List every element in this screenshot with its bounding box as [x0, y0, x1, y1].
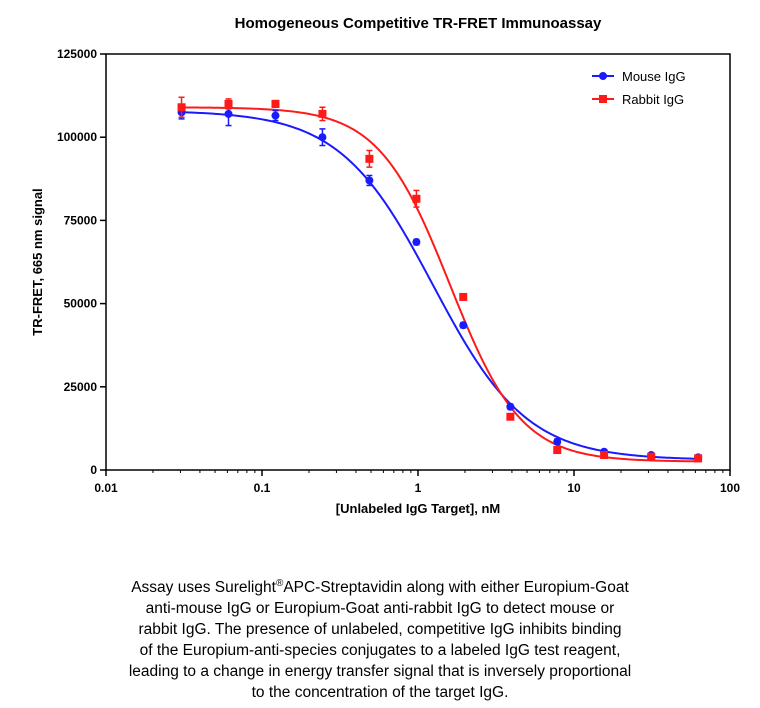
marker-circle	[318, 133, 327, 142]
marker-square	[459, 292, 468, 301]
y-axis-label: TR-FRET, 665 nm signal	[30, 188, 45, 335]
legend-marker-rabbit	[599, 95, 607, 103]
chart-title: Homogeneous Competitive TR-FRET Immunoas…	[235, 15, 602, 32]
data-point-series-1	[600, 451, 609, 460]
marker-square	[318, 109, 327, 118]
marker-circle	[459, 321, 468, 330]
x-tick-label: 10	[567, 481, 581, 495]
data-point-series-1	[412, 189, 421, 208]
data-point-series-1	[271, 99, 280, 108]
marker-square	[412, 194, 421, 203]
x-tick-label: 0.1	[254, 481, 271, 495]
registered-mark: ®	[275, 578, 284, 589]
legend-label-rabbit: Rabbit IgG	[622, 92, 684, 107]
x-tick-label: 100	[720, 481, 740, 495]
data-point-series-1	[647, 452, 656, 461]
marker-square	[694, 454, 703, 463]
data-point-series-1	[318, 106, 327, 122]
data-point-series-0	[318, 128, 327, 147]
marker-square	[177, 103, 186, 112]
marker-circle	[506, 402, 515, 411]
data-point-series-1	[694, 454, 703, 463]
marker-square	[600, 451, 609, 460]
data-point-series-0	[459, 321, 468, 330]
data-point-series-0	[506, 402, 515, 411]
marker-circle	[224, 109, 233, 118]
data-point-series-1	[459, 292, 468, 301]
caption: Assay uses Surelight®APC-Streptavidin al…	[30, 573, 730, 703]
marker-circle	[553, 437, 562, 446]
marker-circle	[412, 238, 421, 247]
fit-curve-series-1	[180, 106, 700, 463]
caption-line-4: of the Europium-anti-species conjugates …	[139, 642, 621, 660]
marker-square	[224, 99, 233, 108]
marker-square	[647, 452, 656, 461]
data-point-series-0	[412, 238, 421, 247]
x-tick-label: 0.01	[94, 481, 118, 495]
marker-square	[271, 99, 280, 108]
y-tick-label: 50000	[64, 297, 98, 311]
legend-label-mouse: Mouse IgG	[622, 69, 686, 84]
marker-square	[365, 154, 374, 163]
legend-marker-mouse	[599, 72, 607, 80]
data-point-series-1	[365, 149, 374, 168]
legend: Mouse IgG Rabbit IgG	[592, 69, 686, 107]
y-tick-label: 0	[90, 463, 97, 477]
data-point-series-0	[553, 437, 562, 446]
x-tick-label: 1	[415, 481, 422, 495]
y-tick-label: 100000	[57, 130, 97, 144]
data-point-series-0	[271, 109, 280, 122]
data-point-series-1	[553, 446, 562, 455]
chart: Homogeneous Competitive TR-FRET Immunoas…	[30, 15, 740, 516]
marker-square	[506, 412, 515, 421]
y-tick-label: 25000	[64, 380, 98, 394]
marker-square	[553, 446, 562, 455]
plot-frame	[105, 53, 731, 471]
caption-line-1: Assay uses Surelight®APC-Streptavidin al…	[131, 578, 629, 597]
x-axis-label: [Unlabeled IgG Target], nM	[336, 501, 500, 516]
caption-line-3: rabbit IgG. The presence of unlabeled, c…	[138, 621, 622, 639]
fit-curve-series-0	[180, 111, 700, 460]
data-point-series-0	[365, 174, 374, 187]
marker-circle	[365, 176, 374, 185]
y-tick-label: 75000	[64, 213, 98, 227]
caption-line-6: to the concentration of the target IgG.	[251, 684, 509, 702]
caption-line-2: anti-mouse IgG or Europium-Goat anti-rab…	[145, 600, 615, 618]
y-tick-label: 125000	[57, 47, 97, 61]
marker-circle	[271, 111, 280, 120]
caption-line-5: leading to a change in energy transfer s…	[128, 663, 632, 681]
data-point-series-1	[224, 98, 233, 110]
data-point-series-1	[506, 412, 515, 421]
data-point-series-1	[177, 96, 186, 118]
